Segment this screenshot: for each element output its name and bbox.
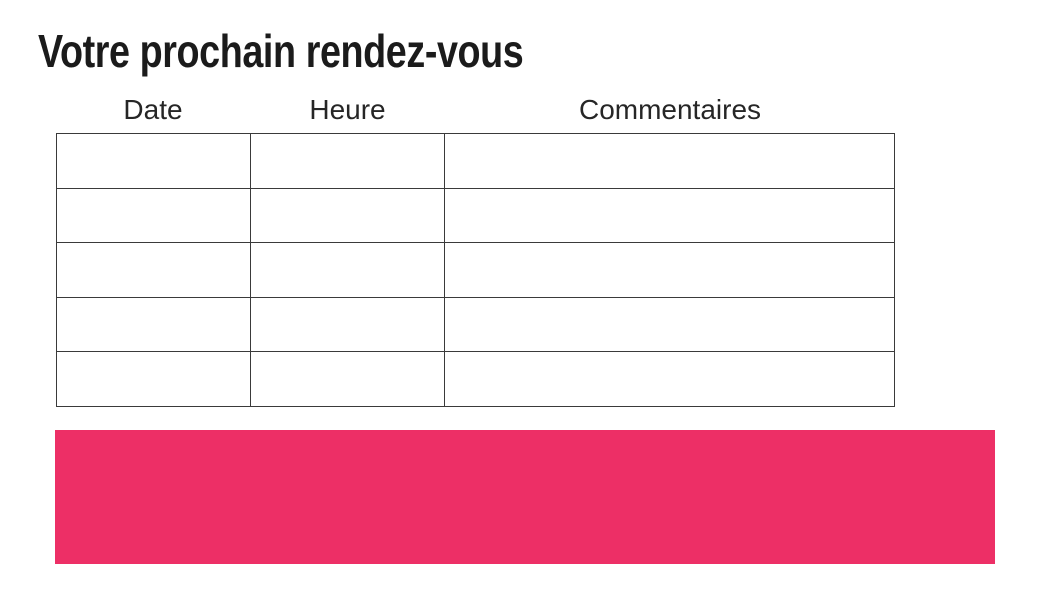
column-header-commentaires: Commentaires xyxy=(578,94,762,125)
table-cell xyxy=(251,188,445,242)
table-header-row: Date Heure Commentaires xyxy=(56,94,895,126)
table-cell xyxy=(445,189,894,243)
table-cell xyxy=(251,297,445,351)
table-row xyxy=(57,297,894,352)
column-header-heure: Heure xyxy=(309,94,386,125)
table-cell xyxy=(57,297,251,351)
table-cell xyxy=(445,134,894,188)
table-cell xyxy=(57,188,251,242)
page-title: Votre prochain rendez-vous xyxy=(38,25,524,77)
table-row xyxy=(57,352,894,406)
table-row xyxy=(57,188,894,243)
table-cell xyxy=(445,298,894,352)
table-cell xyxy=(57,243,251,297)
table-cell xyxy=(445,243,894,297)
appointments-table xyxy=(56,133,895,407)
table-row xyxy=(57,243,894,298)
table-cell xyxy=(57,352,251,406)
column-header-date: Date xyxy=(123,94,183,125)
table-cell xyxy=(57,134,251,188)
table-cell xyxy=(251,134,445,188)
pink-banner xyxy=(55,430,995,564)
table-cell xyxy=(251,352,445,406)
table-row xyxy=(57,134,894,189)
table-cell xyxy=(445,352,894,406)
table-cell xyxy=(251,243,445,297)
